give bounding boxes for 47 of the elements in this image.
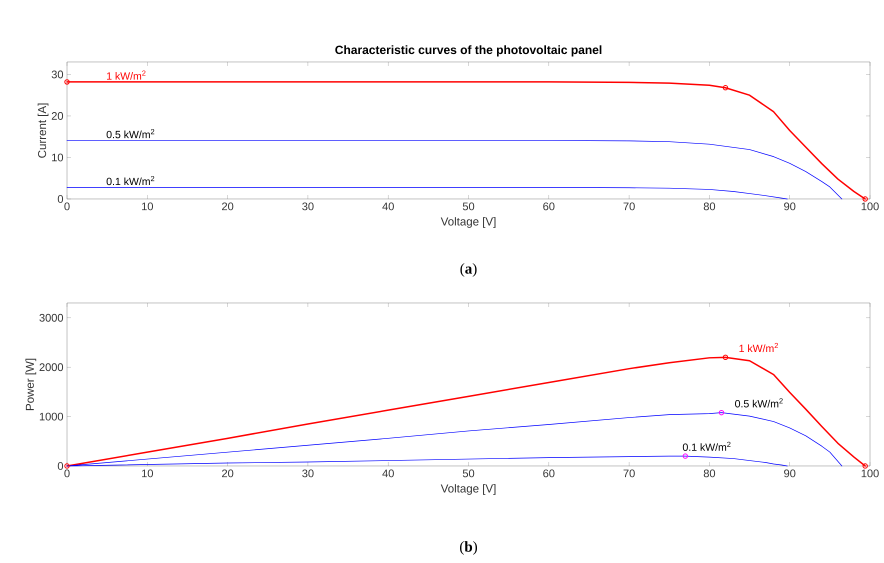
- x-tick-label: 80: [704, 202, 716, 210]
- x-axis-title: Voltage [V]: [440, 217, 496, 228]
- x-tick-label: 40: [382, 202, 394, 210]
- y-tick-label: 2000: [40, 363, 64, 372]
- x-tick-label: 10: [142, 470, 153, 478]
- x-tick-label: 50: [462, 470, 474, 478]
- y-tick-label: 30: [52, 70, 64, 78]
- chart-title: Characteristic curves of the photovoltaic panel: [335, 45, 602, 56]
- point: [722, 354, 728, 360]
- series-label: 0.1 kW/m$^{2}$: [106, 176, 154, 186]
- x-tick-label: 100: [862, 202, 879, 210]
- x-tick-label: 70: [624, 202, 635, 210]
- series-label: 0.5 kW/m$^{2}$: [106, 129, 154, 138]
- x-tick-label: 40: [382, 470, 394, 478]
- x-tick-label: 0: [64, 470, 70, 478]
- y-tick-label: 10: [52, 154, 64, 162]
- text: (b): [460, 541, 478, 555]
- x-tick-label: 30: [302, 202, 314, 210]
- point: [722, 85, 728, 90]
- y-tick-label: 3000: [39, 314, 64, 322]
- y-axis-title: Current [A]: [38, 104, 48, 158]
- y-tick-label: 0: [58, 195, 64, 203]
- series-label: 1 kW/m$^{2}$: [107, 70, 146, 80]
- x-tick-label: 90: [784, 202, 796, 210]
- x-tick-label: 10: [142, 202, 153, 210]
- y-axis-title: Power [W]: [25, 358, 36, 410]
- series-label: 0.1 kW/m$^{2}$: [682, 442, 731, 451]
- x-tick-label: 60: [543, 202, 554, 210]
- series-label: 0.5 kW/m$^{2}$: [735, 398, 783, 408]
- x-tick-label: 70: [624, 470, 635, 478]
- series-label: 1 kW/m$^{2}$: [739, 342, 778, 352]
- x-tick-label: 20: [222, 202, 234, 210]
- y-tick-label: 0: [58, 462, 64, 470]
- x-tick-label: 50: [462, 202, 474, 210]
- x-tick-label: 80: [704, 470, 716, 478]
- point: [682, 453, 688, 459]
- x-tick-label: 0: [64, 202, 70, 210]
- y-tick-label: 20: [52, 112, 64, 120]
- point: [718, 410, 724, 416]
- x-tick-label: 90: [784, 470, 796, 478]
- x-tick-label: 60: [543, 470, 554, 478]
- text: (a): [460, 263, 477, 277]
- x-tick-label: 20: [222, 470, 234, 478]
- x-tick-label: 100: [862, 470, 879, 478]
- x-axis-title: Voltage [V]: [440, 484, 496, 495]
- x-tick-label: 30: [302, 470, 314, 478]
- y-tick-label: 1000: [40, 412, 64, 420]
